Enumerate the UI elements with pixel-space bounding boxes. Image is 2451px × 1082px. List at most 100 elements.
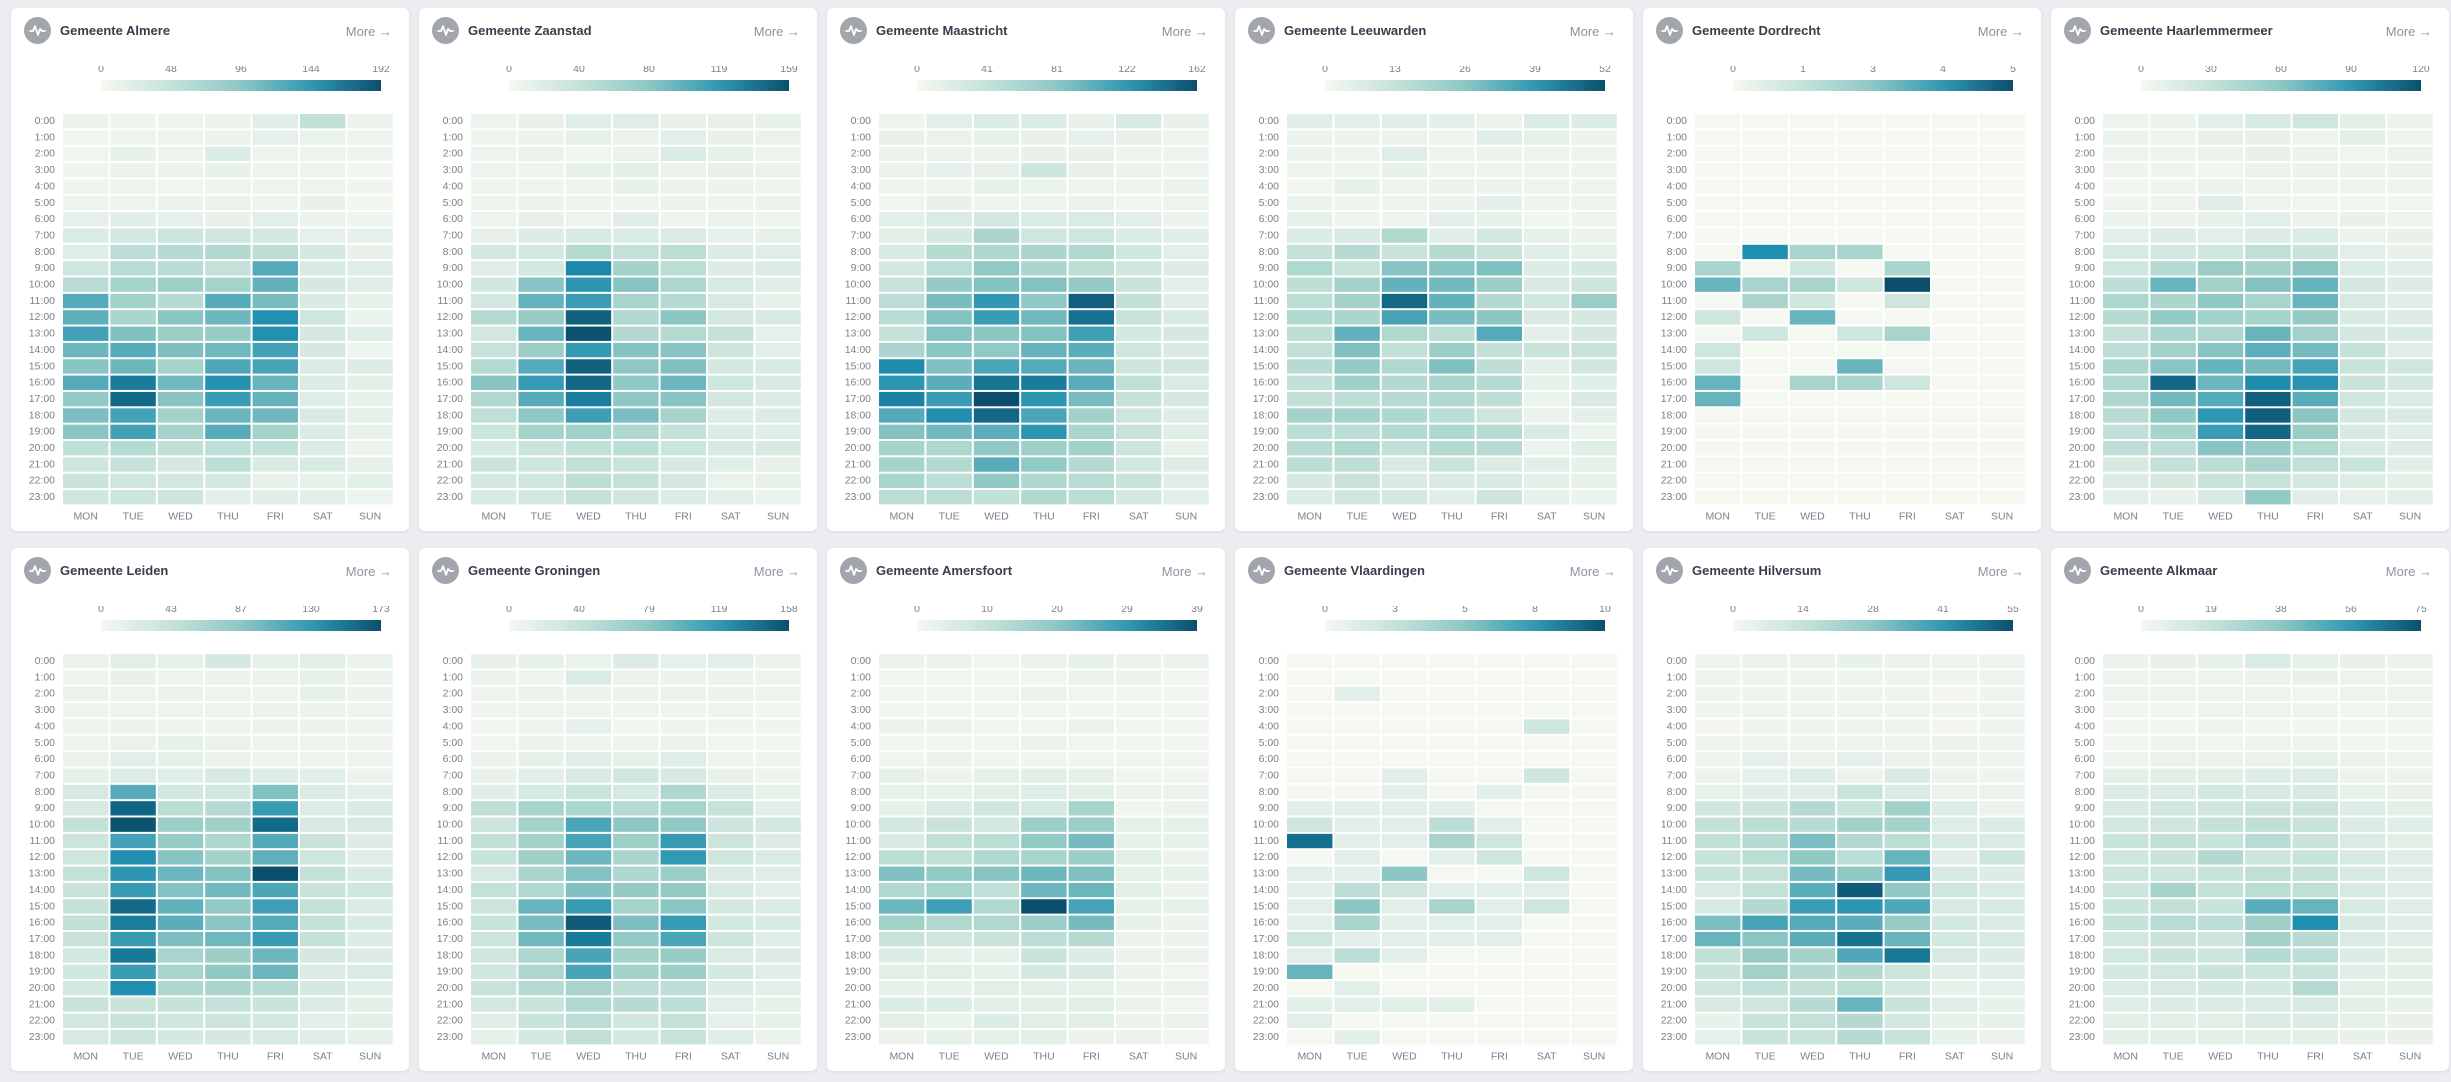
- more-link[interactable]: More →: [1977, 24, 2024, 39]
- more-link[interactable]: More →: [345, 24, 392, 39]
- heatmap-cell: [1287, 964, 1333, 979]
- heatmap-cell: [2245, 817, 2291, 832]
- heatmap-cell: [518, 899, 564, 914]
- heatmap-cell: [2150, 784, 2196, 800]
- heatmap-cell: [926, 686, 972, 702]
- hour-label: 5:00: [1667, 197, 1688, 209]
- heatmap-cell: [1287, 310, 1333, 325]
- scale-tick-label: 96: [235, 66, 247, 75]
- heatmap-cell: [1476, 441, 1522, 456]
- heatmap-cell: [565, 899, 612, 914]
- heatmap-cell: [1381, 703, 1428, 718]
- chart-card-gemeente-leiden: Gemeente Leiden More → 0 43 87 130 173 0:00 1:00…: [11, 548, 409, 1071]
- heatmap-cell: [2150, 457, 2196, 472]
- heatmap-cell: [2292, 833, 2338, 849]
- heatmap-cell: [252, 473, 298, 489]
- heatmap-cell: [347, 1030, 393, 1045]
- heatmap-cell: [252, 948, 298, 963]
- more-link[interactable]: More →: [1569, 564, 1616, 579]
- heatmap-cell: [157, 408, 204, 423]
- heatmap-cell: [926, 114, 972, 129]
- more-link[interactable]: More →: [753, 564, 800, 579]
- heatmap-cell: [660, 342, 706, 358]
- heatmap-cell: [1524, 735, 1570, 751]
- heatmap-cell: [518, 866, 564, 881]
- heatmap-cell: [1429, 146, 1475, 162]
- heatmap-cell: [1476, 686, 1522, 702]
- more-link[interactable]: More →: [2385, 24, 2432, 39]
- heatmap-cell: [347, 359, 393, 374]
- hour-label: 19:00: [29, 966, 55, 978]
- heatmap-cell: [2197, 424, 2244, 439]
- heatmap-cell: [755, 931, 801, 947]
- more-link[interactable]: More →: [1569, 24, 1616, 39]
- heatmap-cell: [2340, 277, 2386, 292]
- day-label: SAT: [1945, 510, 1965, 522]
- heatmap-cell: [2292, 899, 2338, 914]
- heatmap-cell: [1571, 212, 1617, 227]
- heatmap-cell: [1381, 752, 1428, 767]
- heatmap-cell: [973, 1030, 1020, 1045]
- heatmap-cell: [2245, 457, 2291, 472]
- more-link[interactable]: More →: [1161, 564, 1208, 579]
- heatmap-cell: [1932, 752, 1978, 767]
- hour-label: 19:00: [1661, 426, 1687, 438]
- heatmap-cell: [252, 408, 298, 423]
- heatmap-cell: [1789, 948, 1836, 963]
- more-link[interactable]: More →: [1161, 24, 1208, 39]
- heatmap-cell: [2150, 441, 2196, 456]
- heatmap-cell: [926, 997, 972, 1012]
- hour-label: 16:00: [1253, 377, 1279, 389]
- heatmap-cell: [471, 359, 517, 374]
- heatmap-cell: [1524, 277, 1570, 292]
- heatmap-cell: [1932, 261, 1978, 276]
- heatmap-cell: [1979, 1030, 2025, 1045]
- heatmap-cell: [708, 997, 754, 1012]
- hour-label: 15:00: [437, 360, 463, 372]
- heatmap-cell: [660, 424, 706, 439]
- heatmap-cell: [205, 866, 251, 881]
- hour-label: 13:00: [2069, 328, 2095, 340]
- heatmap-cell: [1695, 261, 1741, 276]
- more-link[interactable]: More →: [2385, 564, 2432, 579]
- heatmap-cell: [300, 850, 346, 865]
- heatmap-cell: [1163, 686, 1209, 702]
- heatmap-cell: [63, 1013, 109, 1029]
- heatmap-cell: [1979, 424, 2025, 439]
- heatmap-cell: [1884, 277, 1930, 292]
- heatmap-cell: [1571, 326, 1617, 341]
- heatmap-cell: [1979, 784, 2025, 800]
- heatmap-cell: [1932, 784, 1978, 800]
- hour-label: 14:00: [29, 884, 55, 896]
- heatmap-cell: [1524, 703, 1570, 718]
- hour-label: 6:00: [1259, 213, 1280, 225]
- heatmap-cell: [1695, 293, 1741, 309]
- heatmap-cell: [205, 670, 251, 685]
- heatmap-cell: [926, 424, 972, 439]
- scale-tick-label: 144: [302, 66, 320, 75]
- heatmap-cell: [1979, 163, 2025, 178]
- heatmap-cell: [347, 752, 393, 767]
- heatmap-cell: [157, 931, 204, 947]
- more-link[interactable]: More →: [753, 24, 800, 39]
- heatmap-cell: [1068, 882, 1114, 898]
- heatmap-cell: [2245, 146, 2291, 162]
- more-link[interactable]: More →: [1977, 564, 2024, 579]
- day-label: FRI: [1491, 510, 1508, 522]
- hour-label: 19:00: [2069, 966, 2095, 978]
- heatmap-cell: [1789, 163, 1836, 178]
- heatmap-cell: [1979, 261, 2025, 276]
- day-label: THU: [1033, 1050, 1055, 1062]
- heatmap-cell: [1837, 490, 1883, 505]
- heatmap-cell: [1695, 686, 1741, 702]
- heatmap-cell: [2387, 866, 2433, 881]
- heatmap-cell: [1334, 1030, 1380, 1045]
- heatmap-cell: [1524, 1013, 1570, 1029]
- heatmap-cell: [565, 359, 612, 374]
- heatmap-cell: [1837, 997, 1883, 1012]
- heatmap-cell: [157, 277, 204, 292]
- heatmap-cell: [157, 293, 204, 309]
- day-label: TUE: [939, 1050, 960, 1062]
- more-link[interactable]: More →: [345, 564, 392, 579]
- heatmap-cell: [347, 261, 393, 276]
